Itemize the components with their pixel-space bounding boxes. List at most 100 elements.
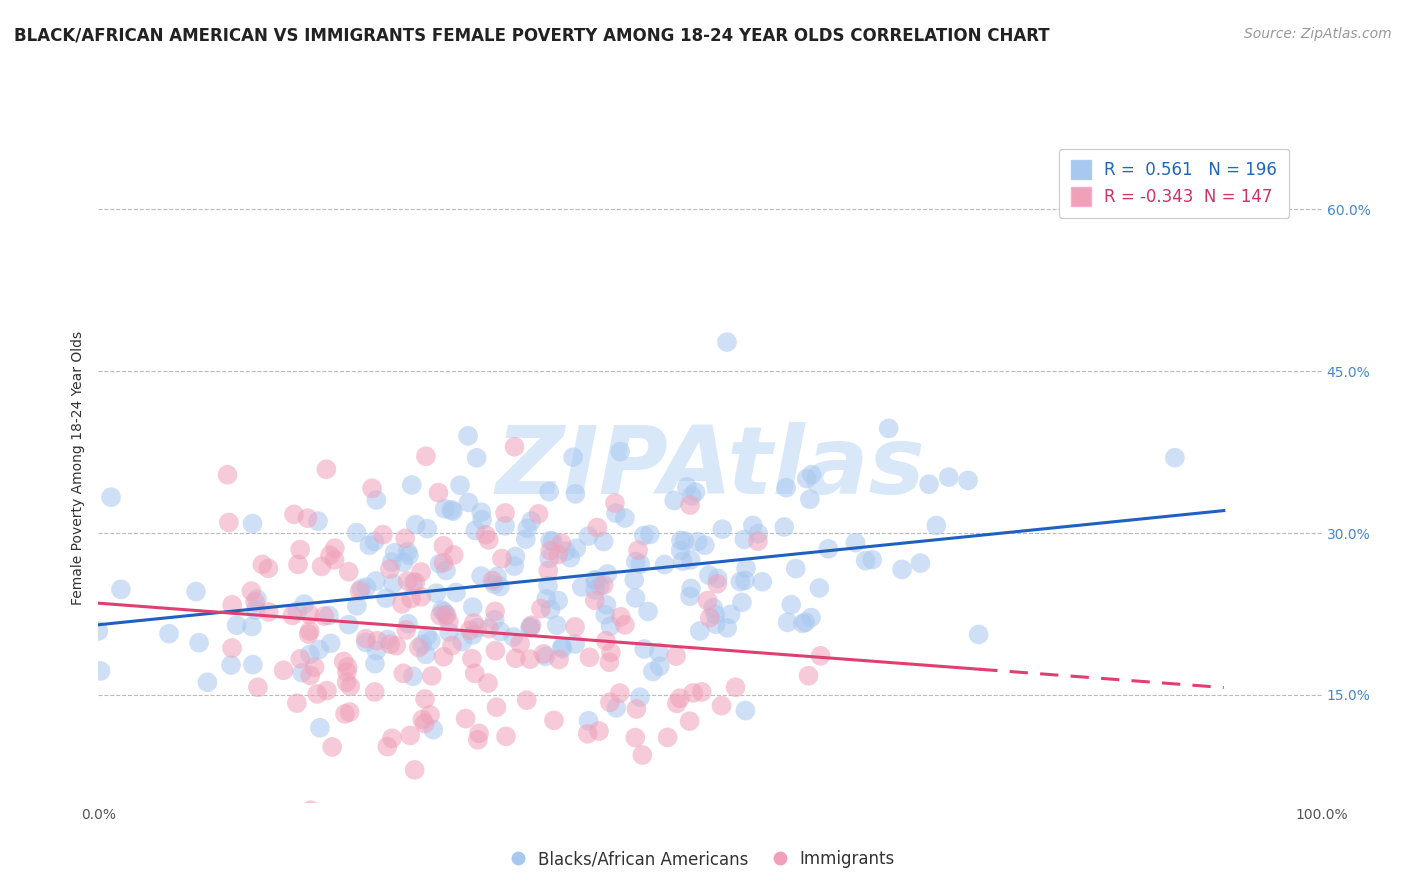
Point	[599, 646, 621, 660]
Point	[678, 714, 700, 728]
Point	[425, 586, 447, 600]
Point	[631, 747, 654, 762]
Point	[648, 659, 671, 673]
Point	[613, 618, 636, 632]
Point	[689, 624, 711, 638]
Point	[747, 526, 769, 541]
Point	[411, 637, 433, 651]
Point	[509, 636, 531, 650]
Point	[505, 549, 527, 564]
Point	[596, 567, 619, 582]
Point	[405, 575, 427, 590]
Point	[797, 669, 820, 683]
Point	[716, 335, 738, 350]
Point	[891, 562, 914, 576]
Point	[395, 623, 418, 637]
Point	[537, 579, 560, 593]
Point	[543, 714, 565, 728]
Point	[844, 535, 866, 549]
Point	[285, 604, 308, 618]
Point	[297, 511, 319, 525]
Point	[402, 575, 425, 590]
Point	[246, 592, 269, 607]
Point	[288, 542, 311, 557]
Point	[751, 574, 773, 589]
Point	[669, 691, 692, 706]
Point	[482, 577, 505, 591]
Point	[283, 508, 305, 522]
Point	[221, 598, 243, 612]
Point	[681, 489, 703, 503]
Point	[724, 680, 747, 694]
Point	[583, 593, 606, 607]
Point	[669, 543, 692, 558]
Point	[679, 553, 702, 567]
Point	[464, 524, 486, 538]
Point	[366, 493, 388, 508]
Point	[547, 593, 569, 607]
Point	[564, 620, 586, 634]
Point	[420, 669, 443, 683]
Point	[665, 648, 688, 663]
Point	[292, 597, 315, 611]
Point	[218, 516, 240, 530]
Point	[1164, 450, 1187, 465]
Point	[516, 521, 538, 535]
Point	[706, 571, 728, 585]
Point	[375, 739, 398, 754]
Y-axis label: Female Poverty Among 18-24 Year Olds: Female Poverty Among 18-24 Year Olds	[72, 331, 86, 606]
Point	[716, 621, 738, 635]
Point	[350, 582, 373, 596]
Point	[337, 565, 360, 579]
Point	[967, 627, 990, 641]
Point	[240, 619, 263, 633]
Point	[377, 632, 399, 647]
Point	[382, 576, 405, 591]
Point	[454, 712, 477, 726]
Point	[399, 591, 422, 606]
Point	[470, 505, 492, 519]
Point	[409, 565, 432, 579]
Point	[654, 558, 676, 572]
Point	[519, 652, 541, 666]
Point	[298, 607, 321, 622]
Point	[583, 573, 606, 587]
Point	[290, 652, 312, 666]
Point	[100, 490, 122, 504]
Point	[672, 554, 695, 568]
Point	[546, 618, 568, 632]
Point	[592, 578, 614, 592]
Point	[242, 516, 264, 531]
Point	[385, 639, 408, 653]
Point	[299, 668, 322, 682]
Point	[436, 607, 458, 622]
Point	[467, 621, 489, 635]
Point	[735, 561, 758, 575]
Point	[470, 569, 492, 583]
Point	[307, 514, 329, 528]
Point	[491, 551, 513, 566]
Point	[665, 696, 688, 710]
Point	[720, 607, 742, 622]
Point	[398, 549, 420, 563]
Point	[437, 615, 460, 629]
Point	[910, 556, 932, 570]
Point	[734, 574, 756, 588]
Point	[710, 698, 733, 713]
Point	[291, 665, 314, 680]
Point	[221, 641, 243, 656]
Point	[429, 557, 451, 571]
Point	[792, 616, 814, 631]
Point	[416, 629, 439, 643]
Point	[381, 555, 404, 569]
Point	[411, 590, 433, 604]
Point	[609, 686, 631, 700]
Point	[484, 613, 506, 627]
Point	[432, 539, 454, 553]
Point	[495, 730, 517, 744]
Point	[810, 648, 832, 663]
Point	[550, 536, 572, 550]
Point	[505, 651, 527, 665]
Point	[411, 713, 433, 727]
Point	[363, 534, 385, 549]
